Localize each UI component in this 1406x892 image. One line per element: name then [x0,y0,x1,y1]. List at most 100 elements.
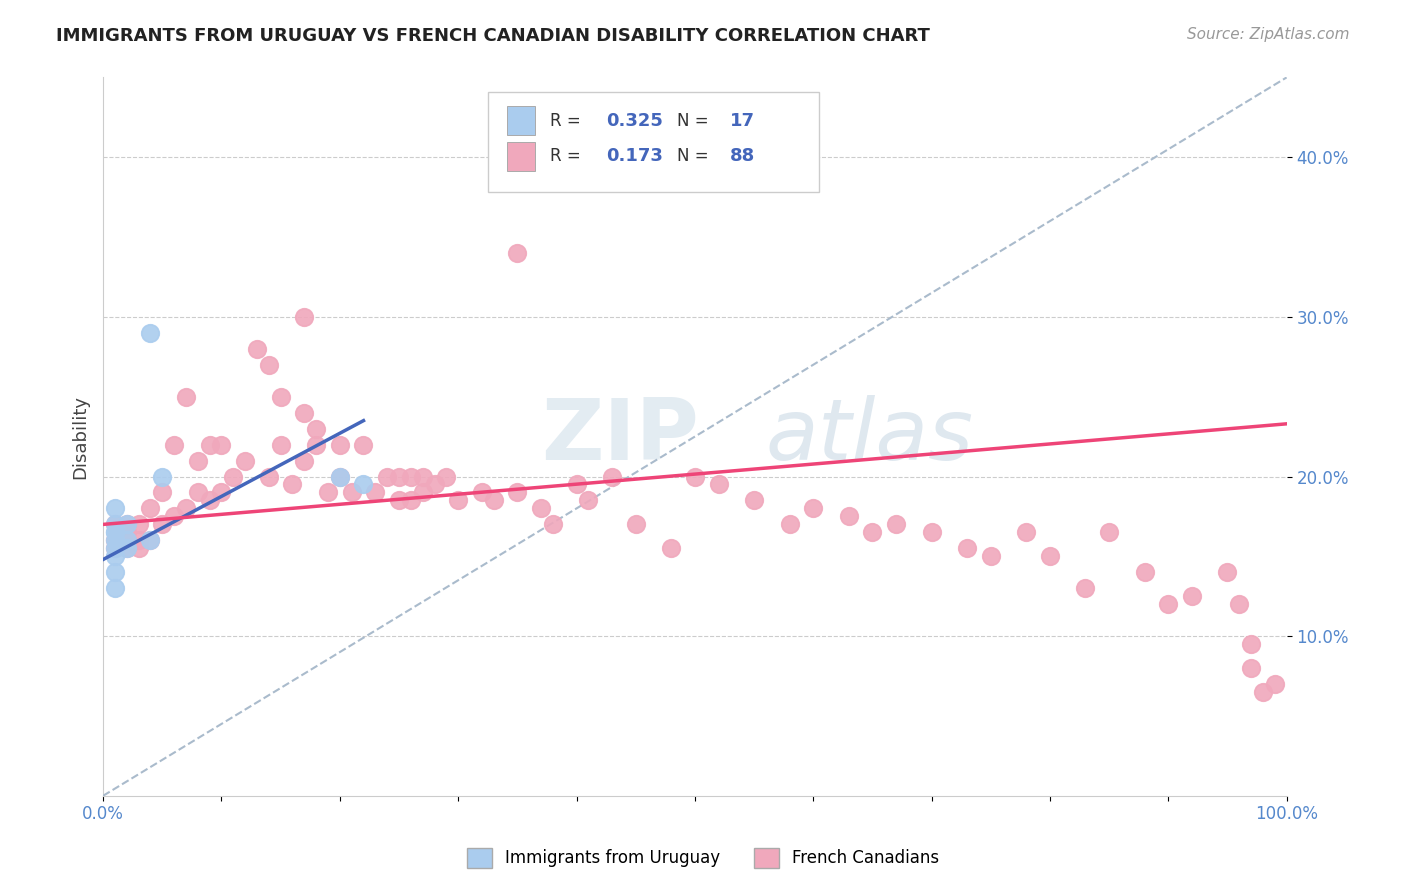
Point [412,469,434,483]
Point [541,517,564,532]
Point [233,453,256,467]
Point [139,326,162,340]
Point [921,525,943,540]
Point [115,533,138,548]
Point [115,541,138,556]
Text: R =: R = [551,112,586,129]
Point [482,493,505,508]
Text: ZIP: ZIP [541,395,699,478]
Point [423,477,446,491]
Point [1098,525,1121,540]
Point [198,493,221,508]
Point [600,469,623,483]
Point [1264,677,1286,691]
Point [128,541,150,556]
Point [434,469,457,483]
Point [1251,685,1274,699]
Point [388,469,411,483]
Point [104,581,127,595]
Point [956,541,979,556]
Point [1039,549,1062,564]
Point [884,517,907,532]
Text: IMMIGRANTS FROM URUGUAY VS FRENCH CANADIAN DISABILITY CORRELATION CHART: IMMIGRANTS FROM URUGUAY VS FRENCH CANADI… [56,27,931,45]
Point [104,525,127,540]
Point [128,517,150,532]
Point [1015,525,1038,540]
Legend: Immigrants from Uruguay, French Canadians: Immigrants from Uruguay, French Canadian… [460,841,946,875]
Point [388,493,411,508]
Point [104,533,127,548]
Point [506,246,529,260]
Point [1133,566,1156,580]
Point [292,453,315,467]
Point [150,469,173,483]
Point [471,485,494,500]
Point [316,485,339,500]
Text: Source: ZipAtlas.com: Source: ZipAtlas.com [1187,27,1350,42]
Point [624,517,647,532]
Point [683,469,706,483]
Text: 0.325: 0.325 [606,112,664,129]
Point [211,437,233,451]
Point [1216,566,1239,580]
Point [128,533,150,548]
Point [104,566,127,580]
Point [305,422,328,436]
Point [353,437,375,451]
Point [115,541,138,556]
Point [174,501,197,516]
Point [163,509,186,524]
Point [174,390,197,404]
Point [980,549,1002,564]
Point [139,533,162,548]
Point [1074,581,1097,595]
Point [801,501,824,516]
Point [246,342,269,356]
Point [211,485,233,500]
Point [329,469,352,483]
Text: N =: N = [678,112,714,129]
Text: N =: N = [678,147,714,165]
Point [163,437,186,451]
Point [187,485,209,500]
Point [139,501,162,516]
Point [187,453,209,467]
Point [399,469,422,483]
Point [1181,589,1204,603]
Y-axis label: Disability: Disability [72,394,89,479]
Point [1157,597,1180,611]
Point [115,517,138,532]
Point [222,469,245,483]
Point [707,477,730,491]
Point [281,477,304,491]
Point [565,477,588,491]
Text: 0.173: 0.173 [606,147,664,165]
Point [838,509,860,524]
Point [305,437,328,451]
Point [530,501,553,516]
Text: 88: 88 [730,147,755,165]
Point [340,485,363,500]
Point [353,477,375,491]
Point [742,493,765,508]
Point [329,437,352,451]
Point [104,517,127,532]
Text: atlas: atlas [766,395,974,478]
Point [860,525,883,540]
Point [115,533,138,548]
Point [139,533,162,548]
Point [779,517,801,532]
Point [104,533,127,548]
Point [115,525,138,540]
Text: R =: R = [551,147,586,165]
Point [399,493,422,508]
Point [150,485,173,500]
Point [104,541,127,556]
Point [364,485,387,500]
FancyBboxPatch shape [488,92,820,193]
Point [270,437,292,451]
Point [329,469,352,483]
Point [104,541,127,556]
Point [659,541,682,556]
Point [150,517,173,532]
